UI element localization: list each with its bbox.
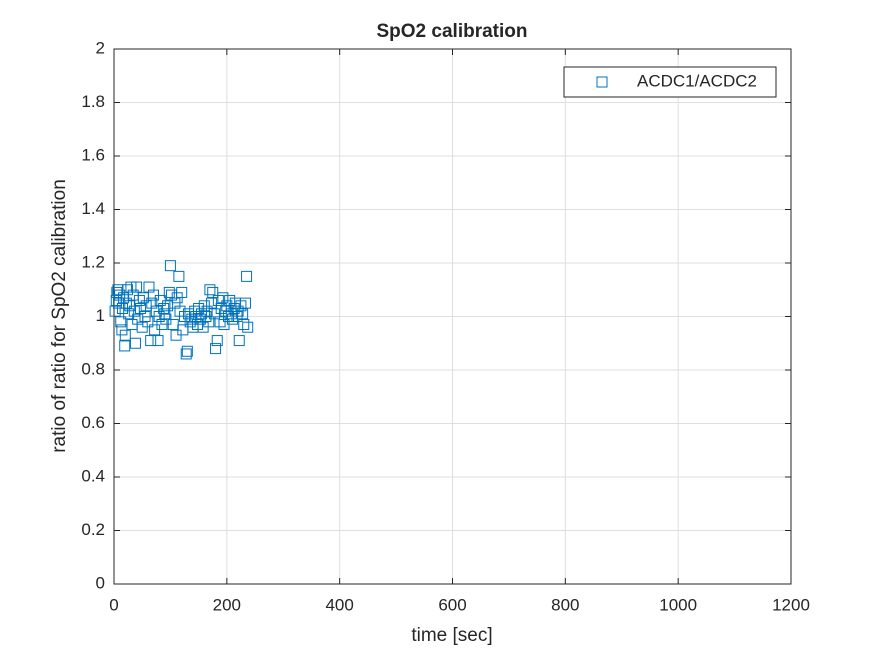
point	[109, 305, 121, 317]
point	[164, 260, 176, 272]
point	[142, 316, 154, 328]
y-tick-label: 1	[96, 306, 105, 325]
x-tick-label: 0	[109, 595, 118, 614]
point	[173, 270, 185, 282]
y-tick-label: 0	[96, 573, 105, 592]
point	[233, 335, 245, 347]
point	[203, 316, 215, 328]
point	[239, 297, 251, 309]
legend-label: ACDC1/ACDC2	[637, 71, 757, 90]
point	[125, 281, 137, 293]
point	[131, 281, 143, 293]
point	[217, 292, 229, 304]
legend-box	[563, 66, 777, 98]
point	[237, 308, 249, 320]
point	[176, 286, 188, 298]
point	[210, 343, 222, 355]
x-tick-label: 200	[213, 595, 241, 614]
x-tick-label: 400	[325, 595, 353, 614]
point	[152, 335, 164, 347]
point	[181, 345, 193, 357]
chart-title: SpO2 calibration	[377, 21, 528, 42]
legend-marker	[596, 76, 608, 88]
y-tick-label: 0.4	[81, 466, 105, 485]
y-tick-label: 1.4	[81, 199, 105, 218]
point	[128, 305, 140, 317]
y-tick-label: 0.2	[81, 520, 105, 539]
point	[238, 319, 250, 331]
x-axis-label: time [sec]	[411, 625, 492, 646]
point	[115, 316, 127, 328]
point	[145, 335, 157, 347]
point	[241, 270, 253, 282]
point	[180, 348, 192, 360]
point	[129, 337, 141, 349]
point	[119, 340, 131, 352]
point	[211, 335, 223, 347]
y-tick-label: 0.6	[81, 413, 105, 432]
y-tick-label: 1.6	[81, 145, 105, 164]
y-tick-label: 2	[96, 38, 105, 57]
point	[242, 321, 254, 333]
x-tick-label: 1200	[772, 595, 810, 614]
point	[119, 329, 131, 341]
x-tick-label: 1000	[659, 595, 697, 614]
x-tick-label: 600	[438, 595, 466, 614]
y-tick-label: 0.8	[81, 359, 105, 378]
y-axis-label: ratio of ratio for SpO2 calibration	[49, 179, 70, 453]
x-tick-label: 800	[551, 595, 579, 614]
y-tick-label: 1.8	[81, 92, 105, 111]
point	[204, 284, 216, 296]
point	[162, 300, 174, 312]
y-tick-label: 1.2	[81, 252, 105, 271]
point	[120, 297, 132, 309]
